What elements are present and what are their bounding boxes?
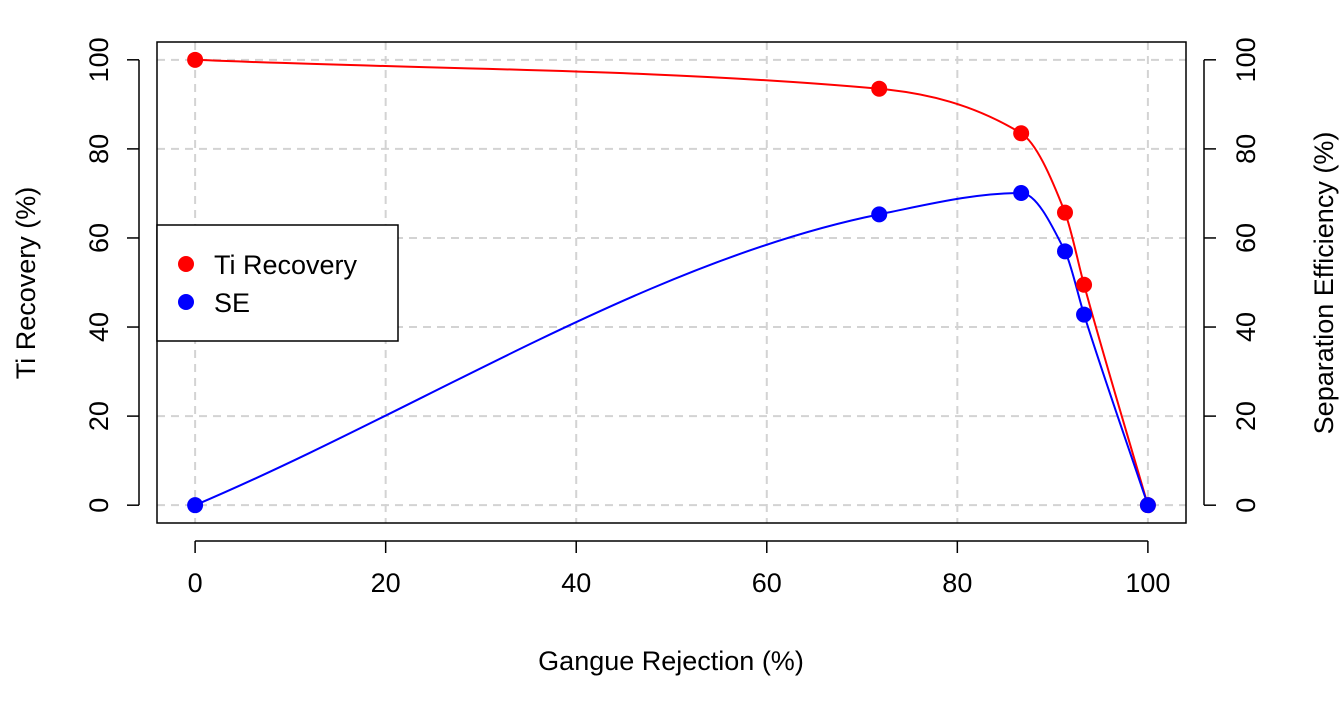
legend: Ti Recovery SE [156,224,399,342]
y-axis-label-right: Separation Efficiency (%) [1309,132,1339,435]
data-point-se [187,497,204,514]
data-point-ti-recovery [187,51,204,68]
legend-marker-ti-recovery [178,256,194,272]
y-tick-label-right: 0 [1231,498,1261,513]
data-point-ti-recovery [1056,204,1073,221]
y-tick-label-right: 20 [1231,401,1261,431]
y-tick-label-left: 20 [84,401,114,431]
y-axis-label-left: Ti Recovery (%) [11,187,41,380]
y-tick-label-left: 0 [84,498,114,513]
axes: 0 20 40 60 80 100 0 20 40 60 80 100 0 20 40 60 80 100 [84,37,1261,598]
legend-marker-se [178,294,194,310]
x-tick-label: 60 [752,568,782,598]
y-tick-label-left: 60 [84,223,114,253]
y-tick-label-right: 40 [1231,312,1261,342]
x-tick-label: 100 [1125,568,1170,598]
y-tick-label-right: 100 [1231,37,1261,82]
series-layer [187,51,1156,514]
y-tick-label-left: 80 [84,134,114,164]
data-point-se [871,206,888,223]
legend-label-se: SE [214,288,250,318]
x-axis-label: Gangue Rejection (%) [538,646,804,676]
legend-box [156,224,399,342]
data-point-se [1013,184,1030,201]
legend-label-ti-recovery: Ti Recovery [214,250,358,280]
data-point-ti-recovery [1076,276,1093,293]
x-tick-label: 80 [942,568,972,598]
x-tick-label: 40 [561,568,591,598]
data-point-ti-recovery [1013,125,1030,142]
x-tick-label: 0 [188,568,203,598]
x-tick-label: 20 [371,568,401,598]
y-tick-label-right: 60 [1231,223,1261,253]
y-tick-label-right: 80 [1231,134,1261,164]
data-point-ti-recovery [871,80,888,97]
data-point-se [1056,243,1073,260]
series-line-se [194,191,1149,507]
data-point-se [1139,497,1156,514]
y-tick-label-left: 40 [84,312,114,342]
data-point-se [1076,306,1093,323]
y-tick-label-left: 100 [84,37,114,82]
